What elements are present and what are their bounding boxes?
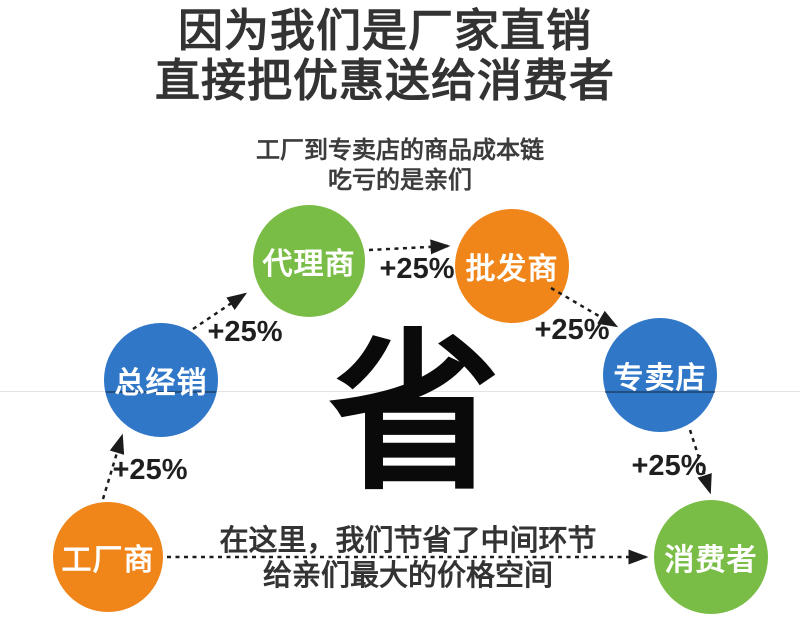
bottom-note-line-1: 在这里，我们节省了中间环节 [219, 525, 597, 557]
node-agent-label: 代理商 [262, 248, 356, 281]
node-factory-label: 工厂商 [61, 544, 155, 577]
save-character: 省 [328, 318, 501, 510]
node-wholesaler: 批发商 [455, 209, 569, 323]
subtitle: 工厂到专卖店的商品成本链 吃亏的是亲们 [0, 136, 800, 196]
node-factory: 工厂商 [53, 502, 163, 612]
divider-line [0, 391, 800, 392]
node-agent: 代理商 [253, 205, 365, 317]
arrow-agent-to-wholesaler [368, 239, 451, 255]
node-wholesaler-label: 批发商 [465, 253, 559, 286]
subtitle-line-1: 工厂到专卖店的商品成本链 [256, 137, 544, 164]
increment-wholesaler-to-store: +25% [534, 314, 610, 346]
node-specialty-store-label: 专卖店 [613, 362, 707, 395]
page-title: 因为我们是厂家直销 直接把优惠送给消费者 [0, 6, 770, 106]
title-line-1: 因为我们是厂家直销 [177, 5, 592, 56]
subtitle-line-2: 吃亏的是亲们 [328, 167, 472, 194]
node-consumer-label: 消费者 [664, 544, 758, 577]
node-consumer: 消费者 [654, 500, 768, 614]
node-general-distributor-label: 总经销 [114, 367, 208, 400]
bottom-note-line-2: 给亲们最大的价格空间 [262, 560, 553, 592]
increment-distributor-to-agent: +25% [207, 316, 283, 348]
node-specialty-store: 专卖店 [603, 318, 717, 432]
title-line-2: 直接把优惠送给消费者 [154, 55, 615, 106]
increment-factory-to-distributor: +25% [112, 454, 188, 486]
node-general-distributor: 总经销 [104, 323, 218, 437]
increment-agent-to-wholesaler: +25% [379, 253, 455, 285]
increment-store-to-consumer: +25% [631, 450, 707, 482]
bottom-note: 在这里，我们节省了中间环节 给亲们最大的价格空间 [8, 524, 800, 594]
